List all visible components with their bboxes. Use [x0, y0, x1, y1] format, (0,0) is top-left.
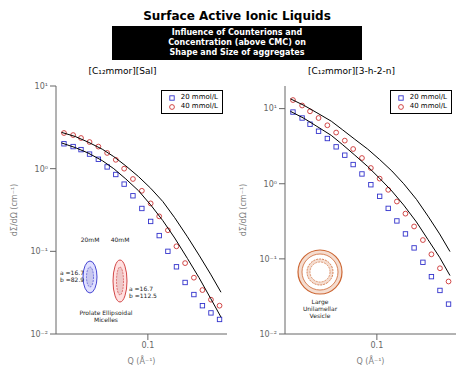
html-text:40 mmol/L: 40 mmol/L — [180, 102, 218, 110]
svg-text:Prolate EllipsoidalMicelles: Prolate EllipsoidalMicelles — [79, 309, 132, 323]
svg-text:0.1: 0.1 — [371, 341, 384, 350]
svg-text:20mM: 20mM — [81, 236, 100, 243]
svg-text:10⁻¹: 10⁻¹ — [30, 247, 48, 256]
html-text:20 mmol/L: 20 mmol/L — [409, 93, 447, 101]
svg-text:0.1: 0.1 — [142, 341, 155, 350]
svg-text:10⁻²: 10⁻² — [259, 330, 277, 339]
svg-text:a =16.7b =82.9: a =16.7b =82.9 — [60, 269, 84, 283]
svg-text:10⁻²: 10⁻² — [30, 330, 48, 339]
svg-text:10¹: 10¹ — [35, 82, 48, 91]
svg-text:dΣ/dΩ (cm⁻¹): dΣ/dΩ (cm⁻¹) — [239, 184, 248, 236]
svg-text:Q (Å⁻¹): Q (Å⁻¹) — [357, 355, 385, 366]
svg-text:Q (Å⁻¹): Q (Å⁻¹) — [128, 355, 156, 366]
svg-text:LargeUnilamellarVesicle: LargeUnilamellarVesicle — [303, 298, 338, 319]
html-text:20 mmol/L: 20 mmol/L — [180, 93, 218, 101]
svg-text:40mM: 40mM — [111, 236, 130, 243]
html-text:[C₁₂mmor][3-h-2-n]: [C₁₂mmor][3-h-2-n] — [308, 66, 395, 76]
svg-text:10⁰: 10⁰ — [35, 165, 48, 174]
html-text:Influence of Counterions and C: Influence of Counterions and Concentrati… — [168, 28, 306, 57]
svg-text:10⁰: 10⁰ — [264, 180, 277, 189]
svg-text:a =16.7b =112.5: a =16.7b =112.5 — [129, 285, 157, 299]
html-text:[C₁₂mmor][Sal]: [C₁₂mmor][Sal] — [88, 66, 157, 76]
svg-text:10¹: 10¹ — [264, 104, 277, 113]
svg-text:10⁻¹: 10⁻¹ — [259, 255, 277, 264]
svg-text:dΣ/dΩ (cm⁻¹): dΣ/dΩ (cm⁻¹) — [10, 184, 19, 236]
html-text:Surface Active Ionic Liquids: Surface Active Ionic Liquids — [143, 9, 331, 23]
html-text:40 mmol/L: 40 mmol/L — [409, 102, 447, 110]
